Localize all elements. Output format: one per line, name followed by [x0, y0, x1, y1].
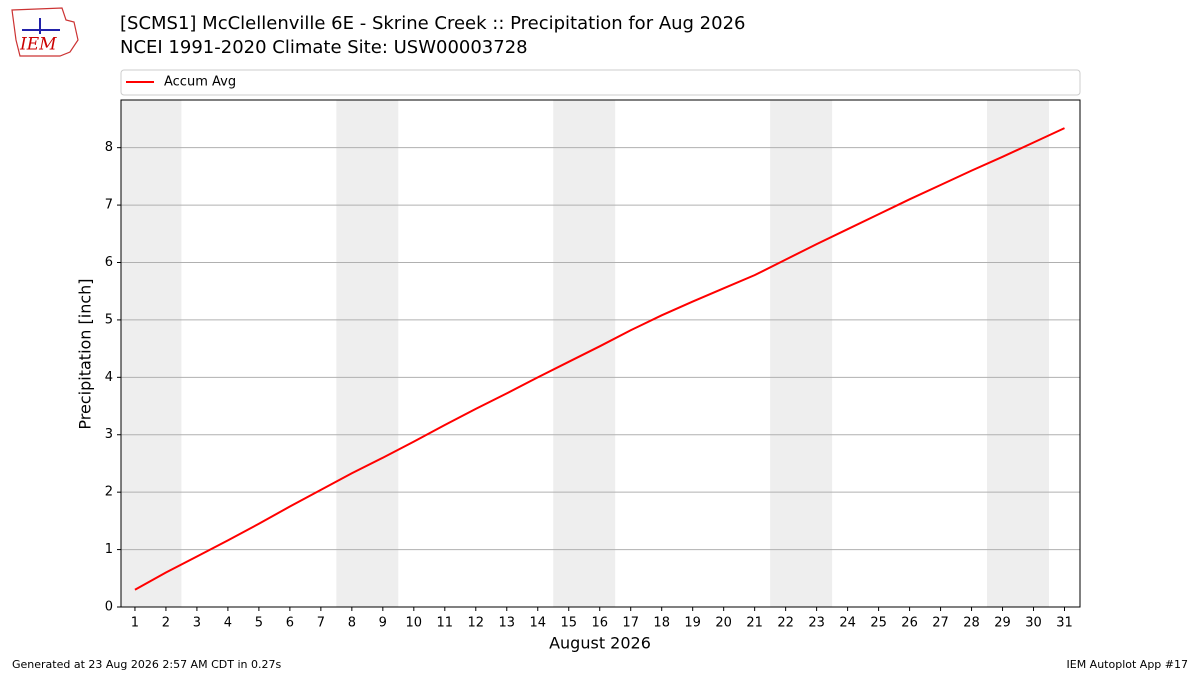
- x-tick-label: 2: [162, 616, 170, 631]
- x-tick-label: 24: [839, 616, 856, 631]
- x-tick-label: 15: [560, 616, 577, 631]
- logo-text: IEM: [19, 35, 57, 55]
- x-tick-label: 1: [131, 616, 139, 631]
- x-tick-label: 7: [317, 616, 325, 631]
- x-tick-label: 9: [379, 616, 387, 631]
- y-tick-label: 1: [105, 542, 113, 557]
- x-tick-label: 31: [1056, 616, 1073, 631]
- x-tick-label: 23: [808, 616, 825, 631]
- y-tick-label: 5: [105, 312, 113, 327]
- x-tick-label: 3: [193, 616, 201, 631]
- x-tick-label: 30: [1025, 616, 1042, 631]
- x-tick-label: 11: [437, 616, 454, 631]
- x-tick-label: 25: [870, 616, 887, 631]
- x-tick-label: 26: [901, 616, 918, 631]
- x-tick-label: 14: [529, 616, 546, 631]
- y-axis-label: Precipitation [inch]: [76, 278, 95, 429]
- x-tick-label: 22: [777, 616, 794, 631]
- x-tick-label: 5: [255, 616, 263, 631]
- weekend-band: [336, 100, 399, 607]
- x-tick-label: 10: [406, 616, 423, 631]
- x-tick-label: 4: [224, 616, 232, 631]
- y-tick-label: 2: [105, 485, 113, 500]
- legend-label: Accum Avg: [164, 75, 236, 90]
- y-tick-label: 0: [105, 600, 113, 615]
- x-tick-label: 16: [591, 616, 608, 631]
- x-tick-label: 18: [653, 616, 670, 631]
- chart-title: [SCMS1] McClellenville 6E - Skrine Creek…: [120, 13, 746, 34]
- y-tick-label: 3: [105, 427, 113, 442]
- x-tick-label: 29: [994, 616, 1011, 631]
- x-tick-label: 6: [286, 616, 294, 631]
- weekend-band: [770, 100, 833, 607]
- plot-frame: [120, 99, 1081, 608]
- y-tick-label: 4: [105, 370, 113, 385]
- legend-box: [120, 69, 1081, 96]
- x-tick-label: 20: [715, 616, 732, 631]
- x-tick-label: 21: [746, 616, 763, 631]
- data-line: [134, 127, 1065, 591]
- x-tick-label: 27: [932, 616, 949, 631]
- x-tick-label: 8: [348, 616, 356, 631]
- x-tick-label: 19: [684, 616, 701, 631]
- x-tick-label: 28: [963, 616, 980, 631]
- logo-outline: [11, 7, 79, 57]
- y-tick-label: 7: [105, 198, 113, 213]
- x-tick-label: 13: [498, 616, 515, 631]
- chart-subtitle: NCEI 1991-2020 Climate Site: USW00003728: [120, 37, 528, 58]
- y-tick-label: 6: [105, 255, 113, 270]
- x-tick-label: 17: [622, 616, 639, 631]
- footer-left: Generated at 23 Aug 2026 2:57 AM CDT in …: [12, 658, 281, 671]
- y-tick-label: 8: [105, 140, 113, 155]
- weekend-band: [121, 100, 182, 607]
- footer-right: IEM Autoplot App #17: [1067, 658, 1189, 671]
- weekend-band: [987, 100, 1050, 607]
- logo: IEM: [11, 7, 79, 57]
- x-tick-label: 12: [468, 616, 485, 631]
- x-axis-label: August 2026: [549, 634, 651, 653]
